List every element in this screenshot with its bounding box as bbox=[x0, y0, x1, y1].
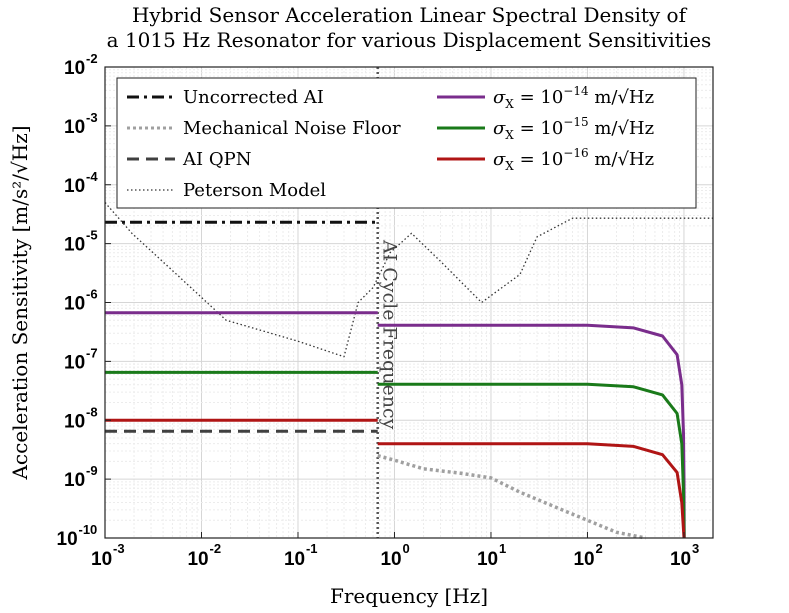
y-tick-exponent: -5 bbox=[86, 228, 98, 243]
x-tick-label: 10 bbox=[187, 549, 208, 570]
legend-label-4: σX = 10−14 m/√Hz bbox=[493, 84, 654, 111]
y-tick-label: 10 bbox=[57, 529, 78, 550]
ai-cycle-frequency-label: AI Cycle Frequency bbox=[379, 239, 401, 430]
ticks: 10-310-210-1100101102103-1010-910-810-71… bbox=[57, 51, 700, 570]
y-tick-label: 10 bbox=[64, 176, 85, 197]
series-line-7 bbox=[377, 382, 686, 539]
legend-label-5: σX = 10−15 m/√Hz bbox=[493, 115, 654, 142]
y-tick-label: 10 bbox=[64, 58, 85, 79]
y-tick-label: 10 bbox=[64, 235, 85, 256]
x-tick-label: 10 bbox=[284, 549, 305, 570]
y-tick-label: 10 bbox=[64, 411, 85, 432]
y-tick-exponent: -2 bbox=[86, 51, 98, 66]
x-tick-exponent: -3 bbox=[113, 541, 125, 556]
legend-label-3: Peterson Model bbox=[183, 180, 326, 201]
series-group bbox=[104, 202, 713, 540]
x-tick-exponent: -1 bbox=[306, 541, 318, 556]
y-tick-exponent: -9 bbox=[86, 463, 98, 478]
y-tick-exponent: -8 bbox=[86, 404, 98, 419]
y-tick-exponent: -7 bbox=[86, 345, 98, 360]
y-tick-exponent: -3 bbox=[86, 110, 98, 125]
legend-label-1: Mechanical Noise Floor bbox=[183, 118, 401, 139]
x-tick-exponent: 1 bbox=[499, 541, 506, 556]
y-tick-label: 10 bbox=[64, 470, 85, 491]
y-tick-label: 10 bbox=[64, 352, 85, 373]
x-tick-label: 10 bbox=[91, 549, 112, 570]
legend: Uncorrected AI Mechanical Noise Floor AI Q… bbox=[116, 77, 697, 209]
x-tick-label: 10 bbox=[477, 549, 498, 570]
series-line-9 bbox=[377, 442, 686, 539]
chart-title-line: Hybrid Sensor Acceleration Linear Spectr… bbox=[132, 3, 688, 27]
legend-box bbox=[116, 77, 697, 209]
chart-title-line: a 1015 Hz Resonator for various Displace… bbox=[107, 28, 712, 52]
x-tick-exponent: 2 bbox=[595, 541, 602, 556]
legend-label-6: σX = 10−16 m/√Hz bbox=[493, 146, 654, 173]
y-tick-exponent: -4 bbox=[86, 169, 98, 184]
x-tick-label: 10 bbox=[380, 549, 401, 570]
x-tick-label: 10 bbox=[573, 549, 594, 570]
x-axis-label: Frequency [Hz] bbox=[330, 584, 488, 608]
x-tick-exponent: -2 bbox=[209, 541, 221, 556]
series-line-3 bbox=[104, 202, 713, 358]
y-tick-exponent: -10 bbox=[79, 522, 98, 537]
series-line-2 bbox=[377, 454, 646, 540]
y-tick-label: 10 bbox=[64, 294, 85, 315]
y-axis-label: Acceleration Sensitivity [m/s²/√Hz] bbox=[8, 125, 32, 480]
x-tick-exponent: 3 bbox=[692, 541, 699, 556]
x-tick-exponent: 0 bbox=[402, 541, 409, 556]
y-tick-exponent: -6 bbox=[86, 287, 98, 302]
legend-label-0: Uncorrected AI bbox=[183, 87, 324, 108]
x-tick-label: 10 bbox=[670, 549, 691, 570]
y-tick-label: 10 bbox=[64, 117, 85, 138]
legend-label-2: AI QPN bbox=[182, 149, 251, 170]
